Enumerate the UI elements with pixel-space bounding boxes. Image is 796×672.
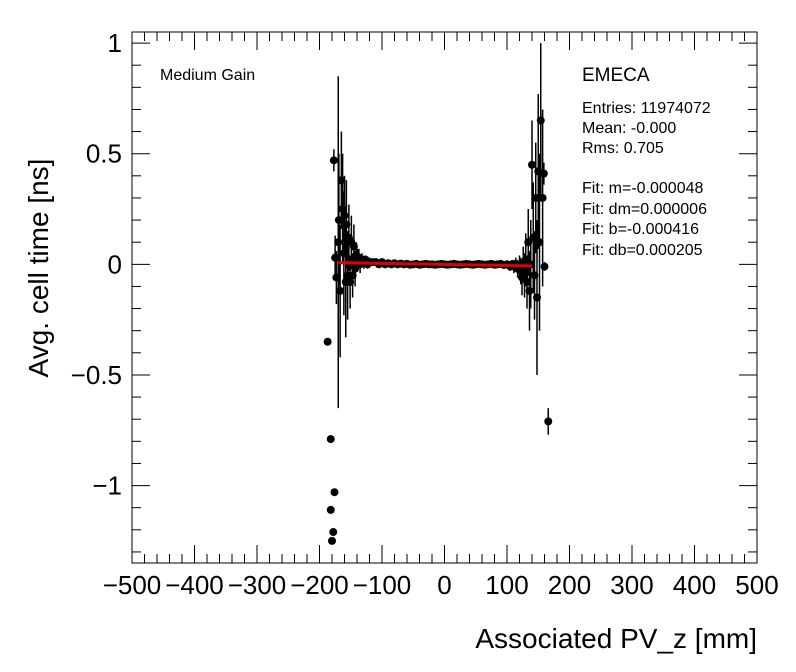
- data-point: [336, 286, 345, 295]
- data-point: [346, 278, 355, 287]
- data-point: [326, 505, 335, 514]
- stats-entries: Entries: 11974072: [582, 100, 711, 117]
- stats-fit-m: Fit: m=-0.000048: [582, 180, 704, 197]
- data-point: [530, 271, 539, 280]
- data-point: [348, 271, 357, 280]
- data-point: [535, 238, 544, 247]
- data-point: [536, 116, 545, 125]
- data-point: [334, 216, 343, 225]
- fit-line-group: [338, 261, 533, 268]
- data-point: [523, 278, 531, 287]
- x-tick-label: −400: [165, 570, 224, 600]
- x-tick-label: 100: [485, 570, 528, 600]
- data-point: [540, 262, 549, 271]
- plot-frame: [131, 31, 758, 564]
- data-point: [539, 169, 548, 178]
- x-tick-label: −100: [353, 570, 412, 600]
- data-point: [329, 156, 338, 165]
- y-tick-label: −1: [92, 471, 122, 501]
- data-point: [531, 193, 540, 202]
- stats-fit-db: Fit: db=0.000205: [582, 242, 703, 259]
- stats-fit-b: Fit: b=-0.000416: [582, 221, 699, 238]
- x-tick-label: 300: [610, 570, 653, 600]
- x-axis-title: Associated PV_z [mm]: [475, 623, 757, 654]
- error-bars: [333, 43, 549, 435]
- data-point: [328, 536, 336, 545]
- data-point: [337, 176, 346, 185]
- stats-rms: Rms: 0.705: [582, 140, 664, 157]
- data-point: [529, 233, 538, 242]
- data-points: [323, 116, 553, 545]
- x-tick-label: −500: [103, 570, 162, 600]
- x-tick-label: 200: [548, 570, 591, 600]
- y-tick-label: 1: [108, 28, 122, 58]
- data-point: [330, 488, 339, 497]
- x-tick-label: 400: [673, 570, 716, 600]
- data-point: [338, 205, 347, 213]
- y-tick-labels: 1 0.5 0 −0.5 −1: [71, 28, 122, 501]
- data-point: [349, 242, 358, 251]
- data-point: [544, 417, 553, 426]
- y-tick-label: −0.5: [71, 360, 122, 390]
- data-point: [528, 160, 536, 169]
- y-tick-label: 0.5: [86, 139, 122, 169]
- data-point: [323, 337, 332, 346]
- x-tick-label: −200: [290, 570, 349, 600]
- data-point: [332, 273, 341, 282]
- medium-gain-label: Medium Gain: [160, 67, 255, 84]
- x-tick-labels: −500 −400 −300 −200 −100 0 100 200 300 400 500: [103, 570, 779, 600]
- data-point: [525, 286, 534, 295]
- data-point: [520, 271, 529, 280]
- data-point: [334, 238, 343, 247]
- y-tick-label: 0: [108, 249, 122, 279]
- fit-line: [338, 261, 533, 268]
- x-tick-label: −300: [228, 570, 287, 600]
- data-point: [538, 193, 547, 202]
- data-point: [329, 528, 338, 537]
- data-point: [340, 211, 349, 220]
- data-point: [326, 435, 335, 444]
- x-tick-label: 0: [437, 570, 451, 600]
- axis-ticks: [131, 32, 758, 563]
- data-point: [342, 220, 351, 229]
- data-point: [339, 249, 348, 258]
- stats-title: EMECA: [582, 65, 650, 86]
- stats-mean: Mean: -0.000: [582, 120, 676, 137]
- y-axis-title: Avg. cell time [ns]: [23, 159, 54, 378]
- stats-fit-dm: Fit: dm=0.000006: [582, 201, 707, 218]
- data-point: [331, 253, 340, 262]
- stats-box: EMECA Entries: 11974072 Mean: -0.000 Rms…: [582, 65, 711, 259]
- data-point: [533, 293, 541, 302]
- x-tick-label: 500: [735, 570, 778, 600]
